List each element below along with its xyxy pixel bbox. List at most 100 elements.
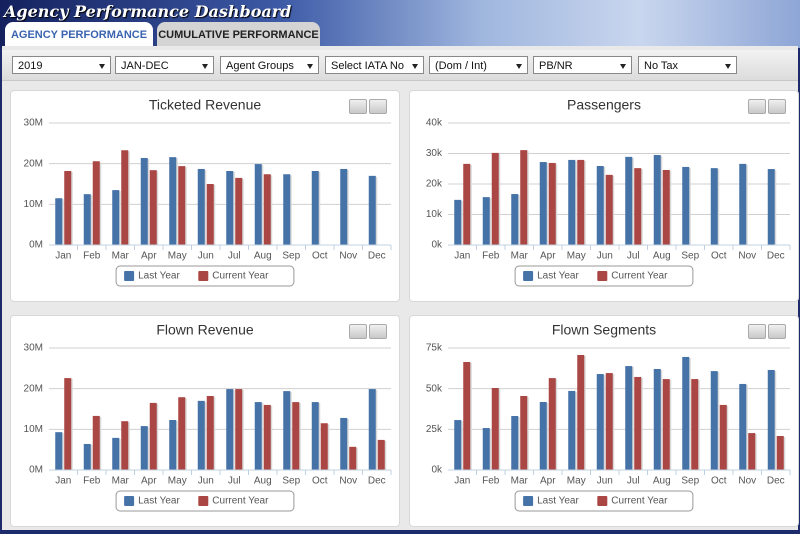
bar (254, 164, 262, 245)
dropdown[interactable]: JAN-DEC (115, 56, 214, 74)
bar (577, 354, 585, 470)
x-tick-label: Aug (254, 476, 272, 487)
bar (548, 378, 556, 470)
x-tick-label: Jul (627, 476, 640, 487)
bar (463, 361, 471, 470)
y-tick-label: 10k (426, 209, 443, 220)
chart-title: Ticketed Revenue (149, 97, 262, 113)
x-tick-label: Sep (681, 476, 699, 487)
bar (739, 163, 747, 245)
y-tick-label: 25k (426, 424, 443, 435)
bar (520, 150, 528, 245)
x-tick-label: Jul (228, 251, 241, 262)
dropdown-caret (620, 64, 626, 69)
bar (140, 426, 148, 470)
legend-label: Last Year (537, 496, 579, 507)
x-tick-label: Jan (454, 251, 470, 262)
bar (568, 390, 576, 470)
dropdown[interactable]: (Dom / Int) (429, 56, 528, 74)
y-tick-label: 30M (24, 118, 43, 129)
legend-label: Current Year (212, 496, 269, 507)
dropdown[interactable]: Agent Groups (220, 56, 319, 74)
print-button[interactable] (748, 99, 766, 114)
bar (169, 419, 177, 470)
x-tick-label: Dec (767, 476, 785, 487)
bar (511, 415, 519, 470)
bar (112, 190, 120, 245)
x-tick-label: Sep (282, 251, 300, 262)
x-tick-label: Apr (141, 251, 157, 262)
x-tick-label: Dec (767, 251, 785, 262)
x-tick-label: Nov (339, 251, 357, 262)
bar (368, 175, 376, 245)
x-tick-label: Apr (540, 251, 556, 262)
x-tick-label: Oct (312, 476, 328, 487)
bar (226, 389, 234, 470)
dropdown[interactable]: No Tax (638, 56, 737, 74)
x-tick-label: May (567, 251, 586, 262)
bar (92, 161, 100, 245)
legend-label: Last Year (138, 271, 180, 282)
bar (662, 169, 670, 245)
bar (710, 168, 718, 245)
dropdown-value: No Tax (644, 60, 679, 72)
download-button[interactable] (369, 99, 387, 114)
bar (311, 170, 319, 245)
print-button[interactable] (748, 324, 766, 339)
download-button[interactable] (369, 324, 387, 339)
legend-label: Last Year (537, 271, 579, 282)
bar (548, 162, 556, 245)
bar (121, 421, 129, 470)
y-tick-label: 40k (426, 118, 443, 129)
x-tick-label: Feb (482, 251, 500, 262)
bar (283, 174, 291, 245)
download-button[interactable] (768, 324, 786, 339)
legend-swatch (124, 271, 135, 281)
download-button[interactable] (768, 99, 786, 114)
y-tick-label: 20k (426, 179, 443, 190)
x-tick-label: Jan (55, 251, 71, 262)
y-tick-label: 10M (24, 424, 43, 435)
tab[interactable]: CUMULATIVE PERFORMANCE (157, 22, 320, 46)
chart-panel: Passengers 0k 10k 20k 30k 40k Jan Feb Mar Apr May J… (409, 90, 799, 302)
chart-panel: Flown Revenue 0M 10M 20M 30M Jan Feb Mar Apr May J… (10, 315, 400, 527)
tab[interactable]: AGENCY PERFORMANCE (5, 22, 153, 46)
dropdown[interactable]: Select IATA No (325, 56, 424, 74)
legend: Last Year Current Year (514, 265, 694, 287)
legend-swatch (597, 496, 608, 506)
bar (340, 417, 348, 470)
x-tick-label: Jul (228, 476, 241, 487)
print-button[interactable] (349, 99, 367, 114)
legend: Last Year Current Year (514, 490, 694, 512)
bar (511, 194, 519, 245)
legend-label: Current Year (611, 496, 668, 507)
page-title: Agency Performance Dashboard (4, 2, 292, 21)
legend-label: Last Year (138, 496, 180, 507)
x-tick-label: Nov (339, 476, 357, 487)
x-tick-label: Mar (511, 476, 529, 487)
bar (653, 155, 661, 245)
bar (767, 369, 775, 470)
bar (263, 174, 271, 245)
dropdown[interactable]: 2019 (12, 56, 111, 74)
print-button[interactable] (349, 324, 367, 339)
bar (520, 395, 528, 470)
bar (235, 177, 243, 245)
legend-swatch (523, 496, 534, 506)
bar (83, 443, 91, 470)
dropdown[interactable]: PB/NR (533, 56, 632, 74)
y-tick-label: 0k (431, 465, 443, 476)
bar (206, 395, 214, 470)
bar (596, 374, 604, 470)
bar (491, 388, 499, 470)
x-tick-label: May (567, 476, 586, 487)
y-tick-label: 20M (24, 158, 43, 169)
x-tick-label: Aug (254, 251, 272, 262)
bar (691, 379, 699, 470)
dropdown-value: Agent Groups (226, 60, 294, 72)
bar (634, 376, 642, 470)
y-tick-label: 0k (431, 240, 443, 251)
x-tick-label: Mar (511, 251, 529, 262)
y-tick-label: 30M (24, 343, 43, 354)
